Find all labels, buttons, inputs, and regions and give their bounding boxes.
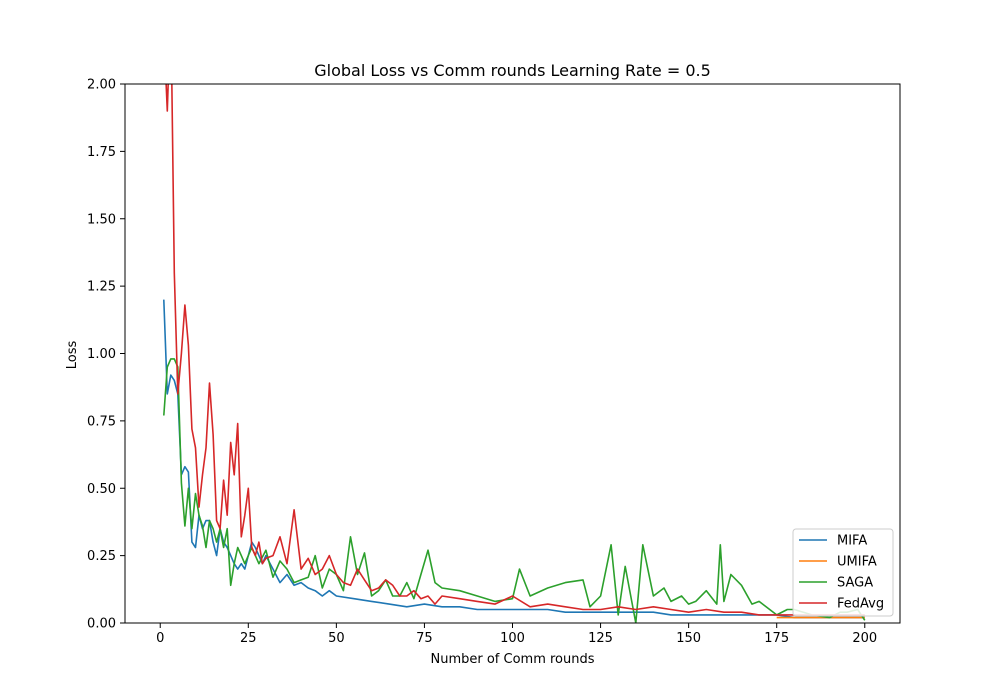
- series-line-mifa: [163, 299, 865, 619]
- legend-label-umifa: UMIFA: [837, 555, 877, 570]
- x-tick-label: 100: [500, 631, 525, 646]
- x-tick-label: 50: [328, 631, 345, 646]
- x-tick-label: 125: [588, 631, 613, 646]
- legend-label-mifa: MIFA: [837, 534, 867, 549]
- x-tick-label: 75: [416, 631, 433, 646]
- legend-label-saga: SAGA: [837, 576, 873, 591]
- legend-frame: [792, 528, 894, 617]
- y-tick-label: 1.75: [87, 145, 116, 160]
- legend: MIFA UMIFA SAGA FedAvg: [792, 528, 894, 617]
- y-tick-label: 1.25: [87, 280, 116, 295]
- x-tick-label: 200: [852, 631, 877, 646]
- y-tick-label: 2.00: [87, 78, 116, 93]
- series-line-fedavg: [165, 84, 865, 616]
- x-axis-label: Number of Comm rounds: [430, 652, 594, 667]
- x-tick-label: 0: [156, 631, 164, 646]
- x-tick-label: 25: [240, 631, 257, 646]
- chart-title: Global Loss vs Comm rounds Learning Rate…: [314, 61, 711, 80]
- x-tick-label: 150: [676, 631, 701, 646]
- y-tick-label: 0.00: [87, 617, 116, 632]
- y-tick-label: 0.50: [87, 482, 116, 497]
- y-tick-label: 1.00: [87, 347, 116, 362]
- y-axis: 0.00 0.25 0.50 0.75 1.00 1.25 1.50 1.75 2.00: [87, 78, 125, 632]
- x-tick-label: 175: [764, 631, 789, 646]
- y-tick-label: 0.75: [87, 414, 116, 429]
- y-tick-label: 1.50: [87, 212, 116, 227]
- series-layer: [163, 84, 866, 623]
- y-axis-label: Loss: [65, 341, 80, 370]
- y-tick-label: 0.25: [87, 549, 116, 564]
- x-axis: 0 25 50 75 100 125 150 175 200: [156, 623, 877, 646]
- legend-label-fedavg: FedAvg: [837, 597, 884, 612]
